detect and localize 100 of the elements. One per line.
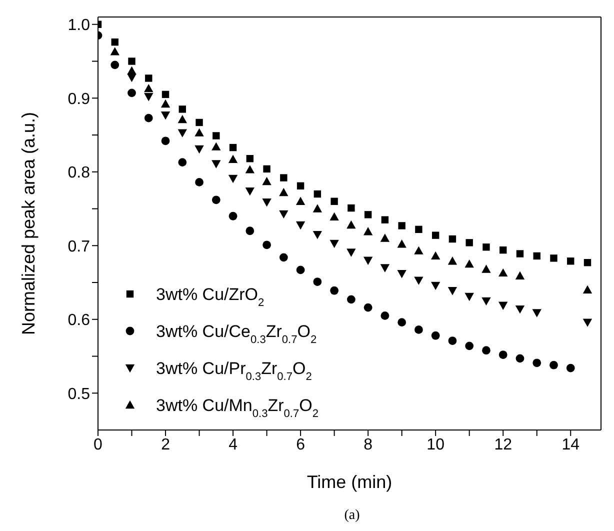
point bbox=[228, 174, 238, 184]
point bbox=[110, 47, 120, 56]
point bbox=[228, 154, 238, 163]
x-axis-title: Time (min) bbox=[306, 472, 392, 492]
point bbox=[380, 234, 390, 242]
point bbox=[430, 251, 440, 260]
point bbox=[532, 358, 542, 368]
point bbox=[312, 204, 322, 212]
point bbox=[160, 99, 170, 108]
point bbox=[212, 132, 220, 140]
point bbox=[128, 58, 136, 65]
y-tick-label: 0.5 bbox=[68, 386, 90, 403]
point bbox=[533, 252, 540, 260]
point bbox=[178, 129, 187, 138]
point bbox=[516, 250, 524, 258]
point bbox=[498, 302, 508, 310]
point bbox=[431, 331, 440, 340]
legend-label: 3wt% Cu/Mn$_{0.3}$Zr$_{0.7}$O$_{2}$ bbox=[156, 396, 319, 420]
point bbox=[313, 278, 322, 286]
y-tick-label: 0.6 bbox=[68, 312, 90, 330]
point bbox=[348, 204, 355, 212]
point bbox=[364, 211, 372, 218]
point bbox=[263, 165, 270, 173]
point bbox=[212, 142, 221, 150]
point bbox=[465, 342, 474, 350]
point bbox=[550, 360, 558, 370]
point bbox=[296, 221, 306, 230]
point bbox=[346, 295, 356, 304]
x-tick-label: 4 bbox=[228, 436, 238, 454]
point bbox=[448, 256, 458, 265]
text: (a) bbox=[343, 508, 361, 524]
point bbox=[144, 114, 153, 122]
point bbox=[397, 270, 406, 278]
point bbox=[279, 210, 288, 219]
point bbox=[364, 303, 372, 312]
point bbox=[212, 160, 221, 168]
y-tick-label: 1.0 bbox=[68, 17, 90, 34]
x-tick-label: 2 bbox=[161, 436, 170, 454]
point bbox=[397, 240, 406, 248]
point bbox=[178, 106, 186, 113]
point bbox=[161, 136, 170, 146]
point bbox=[127, 66, 136, 74]
point bbox=[464, 292, 474, 302]
point bbox=[245, 187, 255, 196]
point bbox=[482, 297, 491, 306]
point bbox=[196, 118, 203, 126]
y-tick-label: 0.7 bbox=[68, 238, 90, 256]
point bbox=[212, 196, 220, 204]
point bbox=[398, 318, 406, 327]
point bbox=[330, 198, 338, 205]
point bbox=[381, 216, 389, 224]
point bbox=[532, 309, 542, 318]
point bbox=[363, 256, 373, 265]
point bbox=[262, 198, 272, 207]
point bbox=[245, 165, 255, 174]
point bbox=[346, 220, 356, 229]
point bbox=[194, 145, 204, 154]
point bbox=[516, 354, 524, 363]
point bbox=[145, 74, 152, 82]
point bbox=[279, 253, 288, 262]
point bbox=[567, 258, 574, 265]
point bbox=[363, 227, 373, 236]
point bbox=[466, 239, 473, 246]
point bbox=[448, 336, 457, 345]
point bbox=[194, 128, 204, 136]
point bbox=[515, 305, 525, 314]
y-axis-title: Normalized peak area (a.u.) bbox=[18, 112, 38, 336]
point bbox=[448, 287, 458, 296]
point bbox=[228, 212, 238, 220]
point bbox=[160, 111, 170, 120]
legend-label: 3wt% Cu/Ce$_{0.3}$Zr$_{0.7}$O$_{2}$ bbox=[156, 322, 317, 346]
point bbox=[482, 244, 490, 251]
point bbox=[482, 346, 490, 355]
point bbox=[296, 182, 304, 190]
point bbox=[330, 212, 339, 220]
point bbox=[566, 364, 575, 372]
point bbox=[414, 246, 424, 254]
point bbox=[432, 232, 440, 239]
x-tick-label: 8 bbox=[364, 436, 373, 454]
legend-label: 3wt% Cu/ZrO$_{2}$ bbox=[156, 285, 264, 309]
point bbox=[144, 84, 154, 92]
point bbox=[464, 259, 474, 268]
x-tick-label: 12 bbox=[494, 436, 512, 454]
point bbox=[415, 226, 422, 233]
point bbox=[110, 60, 120, 70]
point bbox=[398, 222, 406, 230]
point bbox=[500, 246, 507, 254]
point bbox=[296, 266, 305, 274]
point bbox=[111, 38, 118, 46]
point bbox=[312, 230, 322, 240]
point bbox=[262, 176, 272, 186]
point bbox=[448, 235, 456, 243]
x-tick-label: 6 bbox=[296, 436, 306, 454]
point bbox=[584, 258, 592, 266]
point bbox=[144, 93, 154, 102]
point bbox=[128, 88, 136, 98]
point bbox=[314, 190, 322, 198]
point bbox=[380, 311, 390, 320]
point bbox=[330, 240, 339, 248]
x-tick-label: 0 bbox=[94, 436, 103, 454]
